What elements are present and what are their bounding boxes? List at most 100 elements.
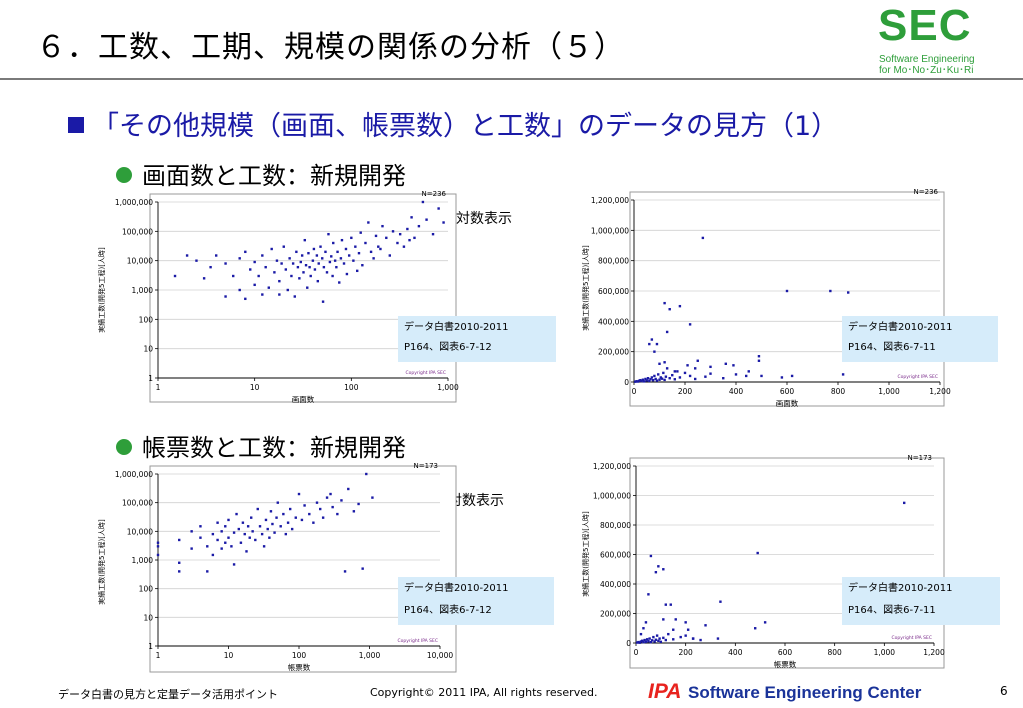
data-point xyxy=(388,254,392,257)
chart-copyright: Copyright IPA SEC xyxy=(897,374,938,380)
data-point xyxy=(156,541,160,544)
data-point xyxy=(644,377,647,381)
y-tick-label: 600,000 xyxy=(600,551,631,560)
x-axis-label: 帳票数 xyxy=(774,659,797,669)
data-point xyxy=(278,293,281,296)
chart-forms-linear: 0 200,000 400,000 600,000 800,000 1,000,000 1,… xyxy=(581,454,945,669)
data-point xyxy=(264,518,268,522)
ipa-logo: IPA xyxy=(648,680,682,703)
data-point xyxy=(722,377,725,380)
data-point xyxy=(331,505,334,509)
data-point xyxy=(309,274,312,278)
data-point xyxy=(209,265,212,269)
y-axis-label: 実績工数(開発5工程)[人時] xyxy=(97,519,106,605)
data-point xyxy=(647,640,650,643)
data-point xyxy=(641,639,644,642)
chart-frame xyxy=(629,191,945,407)
data-point xyxy=(262,545,266,548)
data-point xyxy=(668,377,671,380)
data-point xyxy=(241,521,245,524)
data-point xyxy=(696,359,699,362)
data-point xyxy=(701,236,705,240)
data-point xyxy=(343,570,347,573)
n-count-label: N=173 xyxy=(908,454,932,462)
data-point xyxy=(644,621,648,624)
data-point xyxy=(206,570,209,573)
source-box: データ白書2010-2011 P164、図表6-7-12 xyxy=(398,316,556,362)
data-point xyxy=(757,359,761,362)
main-heading: 「その他規模（画面、帳票数）と工数」のデータの見方（1） xyxy=(68,104,838,143)
y-tick-label: 1,000,000 xyxy=(591,226,629,235)
x-tick-label: 1,000 xyxy=(878,387,900,396)
data-point xyxy=(237,527,241,531)
x-tick-label: 200 xyxy=(678,387,693,396)
data-point xyxy=(745,374,748,378)
data-point xyxy=(644,640,648,644)
data-point xyxy=(286,521,290,524)
data-point xyxy=(271,522,274,526)
data-point xyxy=(686,364,689,367)
data-point xyxy=(253,283,256,287)
x-tick-label: 0 xyxy=(632,387,637,396)
data-point xyxy=(273,271,276,274)
square-bullet-icon xyxy=(68,117,84,133)
data-point xyxy=(648,342,651,346)
data-point xyxy=(224,262,227,265)
data-point xyxy=(291,262,295,265)
data-point xyxy=(361,567,364,570)
data-point xyxy=(302,271,305,274)
data-point xyxy=(654,571,658,574)
data-point xyxy=(425,218,428,221)
data-point xyxy=(331,274,334,278)
chart-frame xyxy=(149,465,457,673)
data-point xyxy=(286,288,289,292)
data-point xyxy=(639,378,642,382)
data-point xyxy=(636,641,639,644)
data-point xyxy=(704,624,707,627)
data-point xyxy=(649,378,652,381)
data-point xyxy=(273,531,276,534)
green-bullet-icon xyxy=(116,167,132,183)
data-point xyxy=(344,247,348,251)
data-point xyxy=(841,373,845,376)
data-point xyxy=(356,269,359,273)
data-point xyxy=(290,527,294,531)
data-point xyxy=(647,593,650,596)
data-point xyxy=(641,378,645,381)
x-tick-label: 100 xyxy=(292,651,307,660)
data-point xyxy=(785,289,789,293)
y-tick-label: 1,000,000 xyxy=(115,198,153,207)
data-point xyxy=(716,637,720,640)
data-point xyxy=(313,268,317,271)
data-point xyxy=(308,512,311,516)
data-point xyxy=(686,628,690,631)
y-tick-label: 0 xyxy=(624,378,629,387)
x-tick-label: 800 xyxy=(831,387,846,396)
data-point xyxy=(658,378,661,381)
data-point xyxy=(659,640,663,644)
data-point xyxy=(653,640,656,643)
data-point xyxy=(634,380,637,383)
chart-forms-log: 1 10 100 1,000 10,000 100,000 1,000,000 1 10 100 1… xyxy=(97,462,457,673)
data-point xyxy=(319,245,322,248)
data-point xyxy=(238,257,241,260)
data-point xyxy=(359,231,362,234)
data-point xyxy=(374,234,378,238)
data-point xyxy=(643,380,646,383)
data-point xyxy=(655,379,659,382)
data-point xyxy=(361,264,364,267)
data-point xyxy=(673,378,676,381)
y-tick-label: 100,000 xyxy=(122,227,153,236)
data-point xyxy=(648,379,651,383)
x-axis-label: 画面数 xyxy=(292,394,315,404)
data-point xyxy=(640,379,643,383)
data-point xyxy=(329,492,332,496)
data-point xyxy=(364,241,367,245)
data-point xyxy=(410,216,413,219)
data-point xyxy=(249,268,252,271)
data-point xyxy=(413,236,416,240)
data-point xyxy=(267,286,270,289)
data-point xyxy=(352,510,356,513)
x-axis-label: 画面数 xyxy=(776,398,799,408)
data-point xyxy=(659,376,662,379)
